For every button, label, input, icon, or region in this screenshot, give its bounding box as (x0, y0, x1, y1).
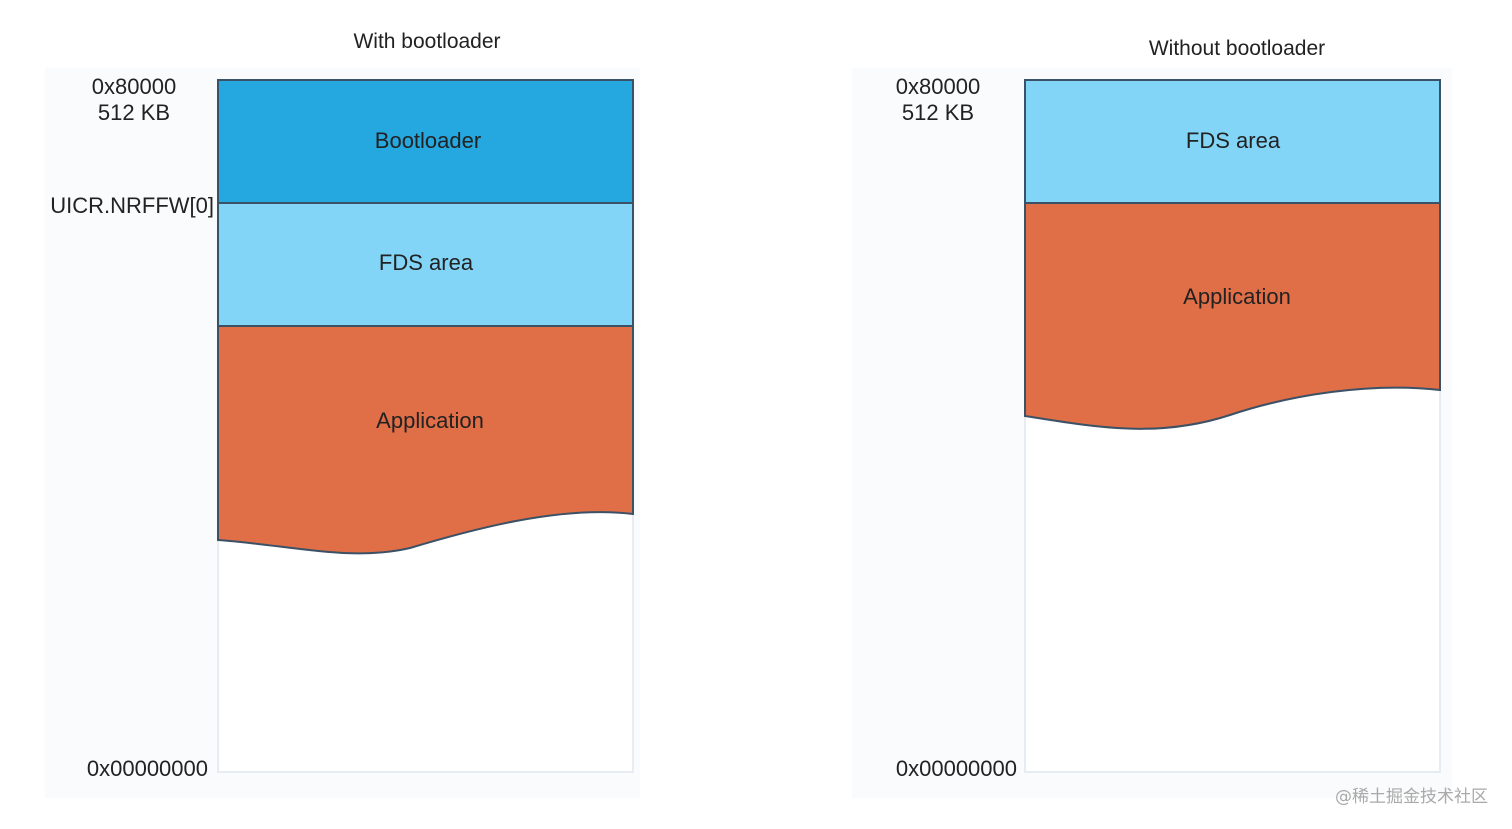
left-title: With bootloader (353, 30, 500, 53)
left-top-size: 512 KB (98, 100, 170, 125)
watermark-text: @稀土掘金技术社区 (1335, 787, 1488, 807)
left-region-application-label: Application (376, 408, 484, 433)
right-region-fds-label: FDS area (1186, 128, 1281, 153)
right-bottom-address: 0x00000000 (896, 756, 1017, 781)
right-region-application (1024, 202, 1441, 430)
left-boundary-label: UICR.NRFFW[0] (50, 193, 214, 218)
right-top-address: 0x80000 (896, 74, 980, 99)
left-top-address: 0x80000 (92, 74, 176, 99)
right-title: Without bootloader (1149, 37, 1325, 60)
right-region-application-label: Application (1183, 284, 1291, 309)
left-region-fds-area (217, 202, 634, 327)
right-top-size: 512 KB (902, 100, 974, 125)
left-region-application (217, 325, 634, 555)
left-region-fds-label: FDS area (379, 250, 474, 275)
left-bottom-address: 0x00000000 (87, 756, 208, 781)
left-region-bootloader (217, 79, 634, 204)
left-region-bootloader-label: Bootloader (375, 128, 481, 153)
